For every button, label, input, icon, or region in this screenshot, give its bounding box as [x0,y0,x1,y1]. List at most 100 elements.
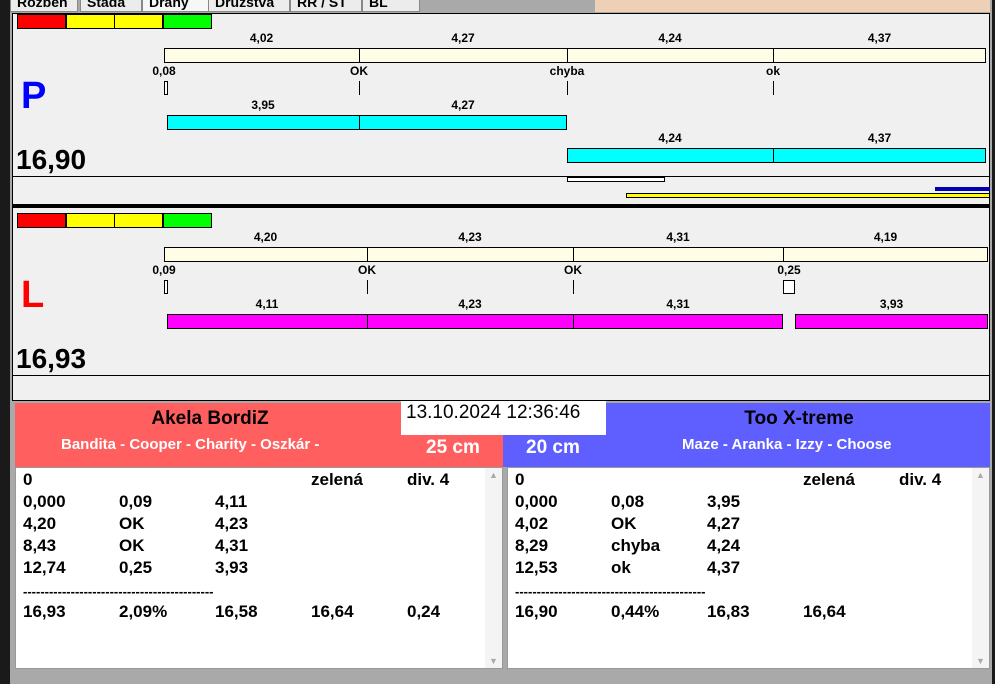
result-cell: 0,44% [611,602,660,621]
tick-mark [773,81,774,95]
result-cell: 16,58 [215,602,258,621]
right-team-height: 20 cm [526,437,580,458]
result-cell: chyba [611,536,661,555]
segment-divider [567,49,568,62]
track-time-label: 4,24 [658,31,682,45]
tick-label: 0,08 [152,64,176,78]
traffic-light-segment [162,213,212,228]
result-cell: 12,53 [515,558,558,577]
lane-baseline [12,176,990,177]
track-bar [164,48,986,63]
tab-rozbeh[interactable]: Rozběh [10,0,78,12]
left-team-dogs: Bandita - Cooper - Charity - Oszkár - [61,436,320,453]
split-time-label: 3,95 [251,98,275,112]
right-team-results-list: ▲ ▼ 0 zelená div. 4 0,000 0,08 3,95 4,02 OK 4,27 8… [507,467,990,669]
tab-bar: Rozběh Stáda Dráhy Družstva RR / ST BL [10,0,595,12]
left-team-header: Akela BordiZ Bandita - Cooper - Charity … [15,403,503,467]
result-cell: 12,74 [23,558,66,577]
tick-label: OK [358,263,376,277]
result-cell: zelená [803,470,855,489]
right-team-name: Too X-treme [744,408,854,429]
tab-bar-filler [595,0,990,12]
lane-total-time: 16,90 [16,144,87,175]
segment-divider [573,315,574,328]
split-time-label: 4,27 [451,98,475,112]
progress-indicator-yellow [626,193,990,198]
segment-divider [359,116,360,129]
right-team-dogs: Maze - Aranka - Izzy - Choose [682,436,892,453]
tab-bl[interactable]: BL [362,0,420,12]
tab-stada[interactable]: Stáda [80,0,142,12]
track-time-label: 4,37 [867,31,892,45]
traffic-light-segment [65,14,115,29]
result-cell: 4,23 [215,514,249,533]
result-cell: 4,02 [515,514,549,533]
scrollbar[interactable]: ▲ ▼ [972,468,989,668]
tab-druzstva[interactable]: Družstva [208,0,290,12]
tick-mark [367,280,368,294]
result-cell: 0,000 [23,492,66,511]
left-team-height: 25 cm [426,437,480,458]
result-cell: OK [119,514,145,533]
result-cell: 0,24 [407,602,441,621]
left-team-name: Akela BordiZ [151,408,269,429]
result-cell: 4,20 [23,514,57,533]
tick-label: ok [765,64,781,78]
tick-mark [359,81,360,95]
traffic-light-segment [17,14,66,29]
track-time-label: 4,27 [451,31,475,45]
lane-total-time: 16,93 [16,343,87,374]
fault-marker [783,280,795,294]
scroll-down-icon[interactable]: ▼ [489,656,498,666]
split-bar [167,115,567,130]
split-bar [795,314,988,329]
scrollbar[interactable]: ▲ ▼ [485,468,502,668]
result-cell: 4,11 [215,492,248,511]
result-cell: div. 4 [407,470,450,489]
result-cell: 2,09% [119,602,168,621]
tab-rr-st[interactable]: RR / ST [290,0,362,12]
progress-box [567,177,665,182]
result-cell: 16,83 [707,602,750,621]
split-bar [167,314,783,329]
track-time-label: 4,31 [666,230,690,244]
result-cell: 8,43 [23,536,57,555]
panel-divider [12,204,990,208]
traffic-light-segment [114,14,163,29]
left-team-results-list: ▲ ▼ 0 zelená div. 4 0,000 0,09 4,11 4,20 OK 4,23 8… [15,467,503,669]
segment-divider [359,49,360,62]
traffic-light-segment [17,213,66,228]
tick-mark [567,81,568,95]
lane-panel-p [12,13,990,205]
track-time-label: 4,19 [873,230,898,244]
track-bar [164,247,988,262]
result-cell: 0 [23,470,33,489]
segment-divider [773,49,774,62]
result-cell: 8,29 [515,536,549,555]
scroll-up-icon[interactable]: ▲ [976,470,985,480]
split-bar [567,148,986,163]
split-time-label: 4,23 [458,297,482,311]
split-time-label: 4,37 [867,131,892,145]
result-cell: div. 4 [899,470,942,489]
tick-label: chyba [549,64,585,78]
split-time-label: 3,93 [879,297,904,311]
tick-label: 0,09 [152,263,176,277]
start-marker [164,81,168,95]
result-cell: OK [119,536,145,555]
lane-baseline [12,375,990,376]
result-cell: 16,64 [803,602,846,621]
scroll-down-icon[interactable]: ▼ [976,656,985,666]
separator-line: ----------------------------------------… [23,584,214,599]
result-cell: 0,000 [515,492,558,511]
tick-label: 0,25 [777,263,801,277]
result-cell: 4,37 [707,558,741,577]
tab-drahy[interactable]: Dráhy [142,0,214,12]
result-cell: 0,25 [119,558,153,577]
result-cell: 16,93 [23,602,66,621]
result-cell: 3,93 [215,558,249,577]
tick-label: OK [564,263,582,277]
traffic-light-segment [65,213,115,228]
scroll-up-icon[interactable]: ▲ [489,470,498,480]
segment-divider [367,315,368,328]
